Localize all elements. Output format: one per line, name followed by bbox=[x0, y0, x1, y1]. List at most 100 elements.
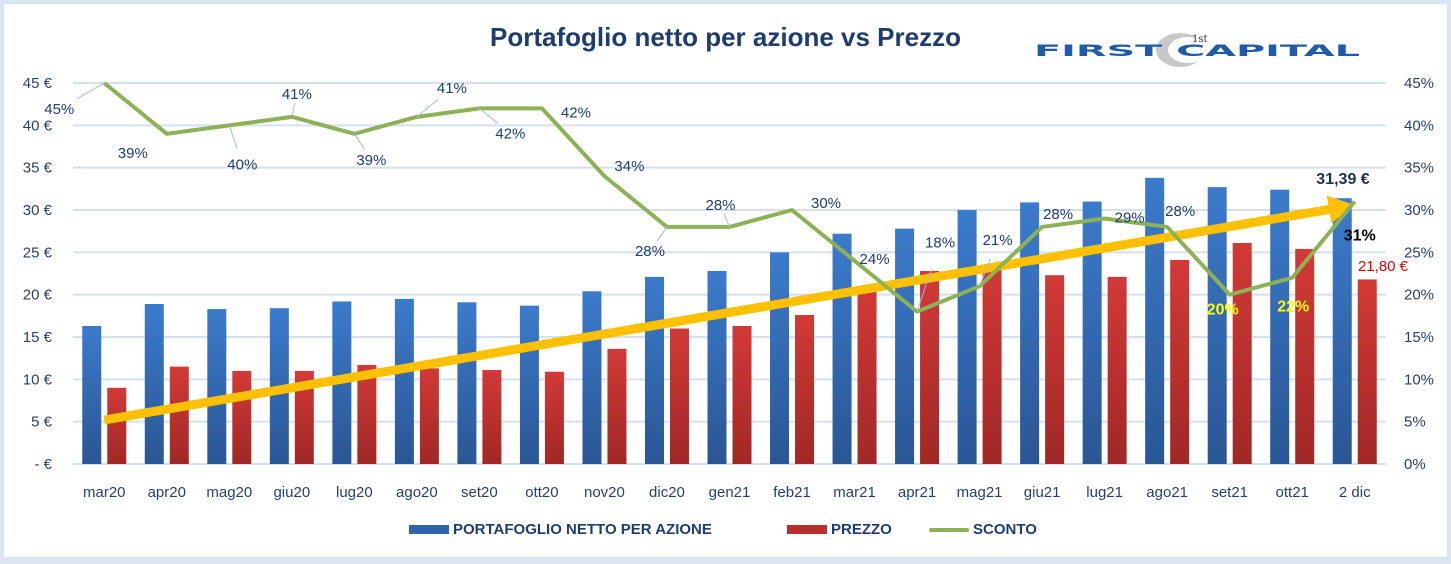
x-tick-label: lug21 bbox=[1086, 484, 1123, 501]
sconto-data-label: 41% bbox=[282, 86, 312, 103]
bar-portafoglio bbox=[1270, 189, 1290, 464]
sconto-data-label: 22% bbox=[1277, 299, 1309, 316]
y-right-tick-label: 0% bbox=[1404, 456, 1426, 473]
sconto-data-label: 28% bbox=[705, 197, 735, 214]
sconto-data-label: 34% bbox=[614, 158, 644, 175]
legend: PORTAFOGLIO NETTO PER AZIONE PREZZO SCON… bbox=[0, 521, 1451, 541]
data-label-leader bbox=[291, 102, 296, 117]
y-left-tick-label: 15 € bbox=[23, 329, 53, 346]
bar-portafoglio bbox=[770, 252, 790, 464]
sconto-data-label: 30% bbox=[811, 195, 841, 212]
bar-prezzo bbox=[1170, 259, 1190, 464]
bar-prezzo bbox=[607, 348, 627, 464]
data-label-leader bbox=[979, 258, 991, 287]
x-tick-label: ott21 bbox=[1276, 484, 1309, 501]
y-left-tick-label: 30 € bbox=[23, 202, 53, 219]
sconto-data-label: 39% bbox=[356, 152, 386, 169]
y-left-tick-label: - € bbox=[34, 456, 52, 473]
data-label-leader bbox=[228, 125, 238, 149]
y-left-tick-label: 5 € bbox=[31, 414, 53, 431]
y-right-tick-label: 35% bbox=[1404, 160, 1434, 177]
y-right-tick-label: 30% bbox=[1404, 202, 1434, 219]
bar-prezzo bbox=[1357, 279, 1377, 464]
sconto-data-label: 28% bbox=[635, 243, 665, 260]
x-tick-label: lug20 bbox=[336, 484, 373, 501]
data-label-leader bbox=[723, 213, 730, 228]
chart-title: Portafoglio netto per azione vs Prezzo bbox=[490, 22, 961, 52]
legend-label: PORTAFOGLIO NETTO PER AZIONE bbox=[453, 521, 712, 538]
legend-item-portafoglio: PORTAFOGLIO NETTO PER AZIONE bbox=[409, 521, 712, 538]
x-tick-label: dic20 bbox=[649, 484, 685, 501]
bar-portafoglio bbox=[582, 291, 602, 464]
bar-prezzo bbox=[795, 314, 815, 464]
y-right-tick-label: 10% bbox=[1404, 371, 1434, 388]
x-tick-label: gen21 bbox=[709, 484, 751, 501]
bar-portafoglio bbox=[1082, 201, 1102, 465]
bar-prezzo bbox=[107, 387, 127, 464]
legend-item-sconto: SCONTO bbox=[929, 521, 1037, 538]
bar-portafoglio bbox=[394, 298, 414, 464]
sconto-data-label: 39% bbox=[118, 145, 148, 162]
x-tick-label: giu21 bbox=[1024, 484, 1061, 501]
trend-arrow-shaft bbox=[103, 204, 1330, 425]
sconto-data-label: 21% bbox=[983, 232, 1013, 249]
bar-portafoglio bbox=[82, 325, 102, 464]
x-tick-label: feb21 bbox=[773, 484, 811, 501]
bar-prezzo bbox=[1045, 275, 1065, 464]
bar-portafoglio bbox=[957, 210, 977, 464]
y-left-tick-label: 20 € bbox=[23, 287, 53, 304]
bar-portafoglio bbox=[644, 276, 664, 464]
sconto-data-label: 28% bbox=[1043, 206, 1073, 223]
bar-prezzo bbox=[1107, 276, 1127, 464]
bar-portafoglio bbox=[1207, 187, 1227, 464]
bar-portafoglio bbox=[457, 302, 477, 464]
x-tick-label: mar21 bbox=[833, 484, 876, 501]
y-left-tick-label: 10 € bbox=[23, 371, 53, 388]
x-tick-label: 2 dic bbox=[1339, 484, 1371, 501]
x-tick-label: ago20 bbox=[396, 484, 438, 501]
sconto-data-label: 31% bbox=[1344, 228, 1376, 245]
y-right-tick-label: 45% bbox=[1404, 75, 1434, 92]
bar-portafoglio bbox=[1020, 202, 1040, 464]
y-right-tick-label: 20% bbox=[1404, 287, 1434, 304]
bar-portafoglio bbox=[832, 233, 852, 464]
bar-prezzo bbox=[1295, 248, 1315, 464]
legend-label: SCONTO bbox=[973, 521, 1037, 538]
bar-prezzo bbox=[232, 370, 252, 464]
data-label-leader bbox=[479, 108, 499, 124]
y-right-tick-label: 25% bbox=[1404, 244, 1434, 261]
bar-prezzo bbox=[357, 364, 377, 464]
bar-portafoglio bbox=[207, 309, 227, 464]
sconto-data-label: 24% bbox=[860, 251, 890, 268]
x-tick-label: giu20 bbox=[273, 484, 310, 501]
legend-item-prezzo: PREZZO bbox=[787, 521, 892, 538]
last-nav-label: 31,39 € bbox=[1316, 171, 1369, 188]
bar-prezzo bbox=[920, 270, 940, 464]
x-tick-label: apr20 bbox=[148, 484, 186, 501]
x-tick-label: mag21 bbox=[957, 484, 1003, 501]
logo-c-inner bbox=[1168, 37, 1208, 63]
x-tick-label: set20 bbox=[461, 484, 498, 501]
x-tick-label: ago21 bbox=[1146, 484, 1188, 501]
bar-prezzo bbox=[857, 287, 877, 464]
bar-portafoglio bbox=[895, 228, 915, 464]
bar-prezzo bbox=[544, 371, 564, 464]
last-price-label: 21,80 € bbox=[1358, 258, 1409, 275]
bar-prezzo bbox=[982, 265, 1002, 464]
bar-prezzo bbox=[482, 370, 502, 464]
data-label-leader bbox=[416, 99, 439, 118]
legend-swatch-green bbox=[929, 527, 969, 532]
sconto-data-label: 28% bbox=[1165, 203, 1195, 220]
bar-portafoglio bbox=[707, 270, 727, 464]
data-label-leader bbox=[77, 82, 105, 100]
sconto-data-label: 42% bbox=[561, 104, 591, 121]
sconto-data-label: 29% bbox=[1115, 209, 1145, 226]
sconto-data-label: 45% bbox=[44, 101, 74, 118]
bar-prezzo bbox=[169, 366, 189, 464]
x-tick-label: mag20 bbox=[206, 484, 252, 501]
bar-prezzo bbox=[732, 325, 752, 464]
sconto-data-label: 18% bbox=[925, 235, 955, 252]
legend-label: PREZZO bbox=[831, 521, 892, 538]
bar-portafoglio bbox=[1332, 198, 1352, 465]
